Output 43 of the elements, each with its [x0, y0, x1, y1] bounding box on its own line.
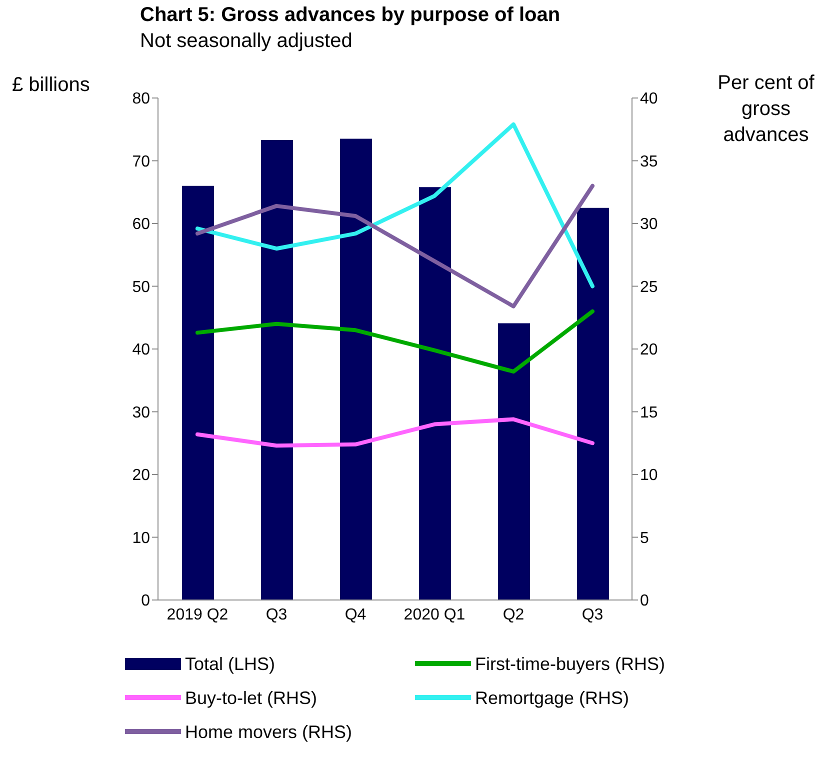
y2-tick-label: 30 — [640, 216, 658, 234]
bar — [577, 208, 609, 600]
y2-tick-label: 5 — [640, 530, 649, 547]
bar — [261, 140, 293, 600]
y2-tick-label: 20 — [640, 342, 658, 359]
chart-subtitle: Not seasonally adjusted — [140, 30, 352, 53]
x-tick-label: 2019 Q2 — [166, 606, 228, 624]
y2-tick-label: 35 — [640, 153, 658, 170]
y-tick-label: 30 — [132, 404, 150, 422]
y-tick-label: 10 — [132, 530, 150, 547]
y2-tick-label: 40 — [640, 90, 658, 108]
legend-label: Buy-to-let (RHS) — [185, 688, 318, 708]
x-tick-label: Q4 — [344, 606, 366, 624]
x-tick-label: Q3 — [266, 606, 288, 624]
line-series — [196, 184, 594, 308]
x-tick-label: Q3 — [582, 606, 604, 624]
legend-label: Total (LHS) — [185, 654, 276, 674]
y-tick-label: 0 — [141, 592, 150, 610]
line-series — [196, 417, 594, 448]
y-tick-label: 40 — [132, 342, 150, 359]
y-tick-label: 20 — [132, 467, 150, 484]
line-series — [196, 122, 594, 288]
y2-tick-label: 0 — [640, 592, 649, 610]
y-tick-label: 80 — [132, 90, 150, 108]
x-tick-label: Q2 — [502, 606, 524, 624]
legend-label: Home movers (RHS) — [185, 722, 352, 742]
line-series — [196, 309, 594, 374]
y2-tick-label: 10 — [640, 467, 658, 484]
y-tick-label: 50 — [132, 278, 150, 296]
y-tick-label: 60 — [132, 216, 150, 234]
legend-label: First-time-buyers (RHS) — [475, 654, 666, 674]
y-axis-title: £ billions — [12, 74, 90, 97]
bar — [498, 323, 530, 600]
x-tick-label: 2020 Q1 — [404, 606, 466, 624]
chart-title: Chart 5: Gross advances by purpose of loan — [140, 4, 560, 27]
bar — [419, 187, 451, 600]
y-tick-label: 70 — [132, 153, 150, 170]
y2-tick-label: 25 — [640, 278, 658, 296]
bar — [340, 138, 372, 600]
y2-axis-title: Per cent of gross advances — [716, 71, 816, 148]
y2-tick-label: 15 — [640, 404, 658, 422]
bar — [182, 186, 214, 600]
legend-label: Remortgage (RHS) — [475, 688, 630, 708]
